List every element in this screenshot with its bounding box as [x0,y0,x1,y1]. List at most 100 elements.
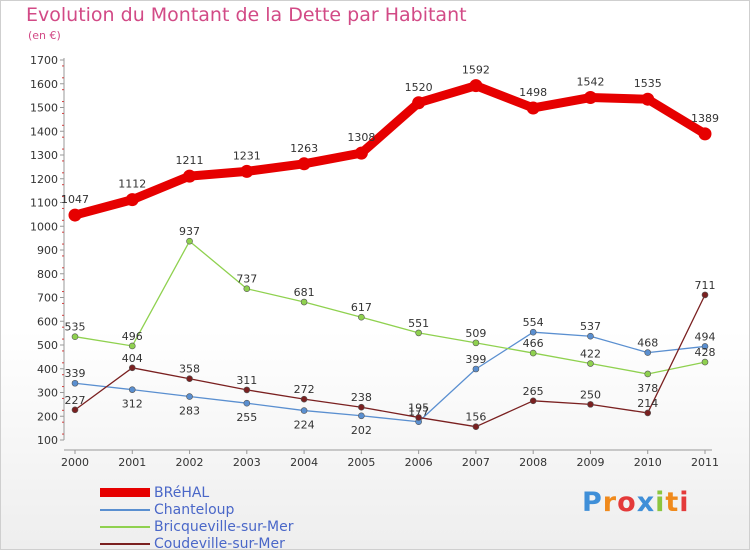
data-label: 509 [465,327,486,340]
data-point [529,349,537,357]
y-tick-label: 1200 [30,173,58,186]
data-point [358,403,365,411]
data-point [297,157,311,171]
data-point [183,169,197,183]
data-label: 224 [294,419,315,432]
data-point [128,364,136,372]
data-label: 1542 [576,76,604,89]
data-point [71,333,79,340]
legend-label: Chanteloup [154,501,235,518]
y-tick-label: 1700 [30,54,58,67]
legend-swatch [100,542,150,545]
data-point [583,91,597,105]
data-point [243,285,251,293]
x-tick-label: 2007 [462,456,490,469]
data-label: 1047 [61,193,89,206]
data-label: 1263 [290,142,318,155]
data-label: 1535 [634,77,662,90]
data-label: 1498 [519,86,547,99]
y-tick-label: 600 [37,315,58,328]
y-tick-label: 500 [37,339,58,352]
x-tick-label: 2011 [691,456,719,469]
data-label: 399 [465,353,486,366]
data-point [240,164,254,178]
data-point [644,349,652,356]
data-point [701,343,709,350]
y-tick-label: 1000 [30,220,58,233]
y-tick-label: 100 [37,434,58,447]
legend-item-chanteloup: Chanteloup [100,501,293,518]
data-label: 1211 [176,154,204,167]
data-label: 551 [408,317,429,330]
data-point [472,423,480,431]
data-label: 1112 [118,178,146,191]
legend-swatch [100,525,150,528]
data-label: 1389 [691,112,719,125]
data-label: 272 [294,383,315,396]
data-label: 265 [523,385,544,398]
series-line-bricqueville-sur-mer [74,240,706,375]
legend-label: BRéHAL [154,484,210,501]
data-point [587,401,594,408]
x-tick-label: 2009 [576,456,604,469]
data-point [186,375,193,383]
y-tick-label: 800 [37,268,58,281]
data-label: 937 [179,225,200,238]
data-label: 617 [351,301,372,314]
data-point [300,407,308,414]
legend-swatch [100,488,150,497]
x-tick-label: 2001 [118,456,146,469]
data-point [644,370,652,378]
data-label: 466 [523,337,544,350]
data-label: 250 [580,388,601,401]
data-label: 468 [637,337,658,350]
data-point [641,92,655,106]
data-label: 358 [179,363,200,376]
y-tick-label: 1500 [30,102,58,115]
data-point [358,412,365,420]
data-point [354,146,368,160]
data-point [698,127,712,141]
data-label: 311 [236,374,257,387]
data-label: 681 [294,286,315,299]
data-label: 422 [580,348,601,361]
legend-label: Coudeville-sur-Mer [154,535,285,552]
data-label: 428 [695,346,716,359]
y-tick-label: 1600 [30,78,58,91]
data-label: 227 [65,394,86,407]
series-line-br-hal [70,81,710,220]
x-tick-label: 2008 [519,456,547,469]
data-point [71,379,79,387]
x-tick-label: 2000 [61,456,89,469]
data-point [128,386,136,393]
data-point [186,237,193,245]
x-tick-label: 2005 [347,456,375,469]
data-label: 156 [465,411,486,424]
data-label: 1308 [347,131,375,144]
data-label: 496 [122,330,143,343]
chart-subtitle: (en €) [28,29,61,42]
series-line-chanteloup [74,331,706,423]
proxiti-logo: Proxiti [582,487,690,518]
series-line-coudeville-sur-mer [74,294,706,428]
data-label: 494 [695,330,716,343]
chart-title: Evolution du Montant de la Dette par Hab… [26,4,467,26]
y-tick-label: 700 [37,292,58,305]
y-tick-label: 1300 [30,149,58,162]
data-point [358,313,365,321]
data-point [71,406,79,414]
data-point [68,208,82,222]
legend: BRéHAL Chanteloup Bricqueville-sur-Mer Coud… [100,484,293,552]
data-label: 202 [351,424,372,437]
data-label: 378 [637,382,658,395]
y-tick-label: 200 [37,410,58,423]
data-point [128,342,136,350]
data-point [243,386,251,394]
x-tick-label: 2004 [290,456,318,469]
y-tick-label: 400 [37,363,58,376]
y-tick-label: 1100 [30,197,58,210]
data-point [526,101,540,115]
data-point [469,79,483,93]
y-tick-label: 1400 [30,125,58,138]
data-label: 737 [236,273,257,286]
